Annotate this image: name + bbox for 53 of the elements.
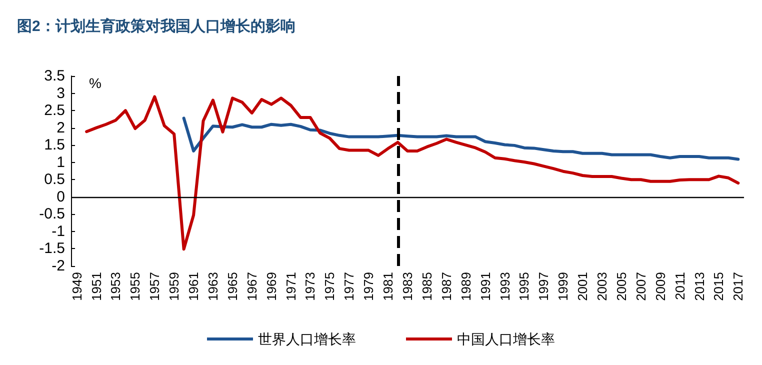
x-tick-label: 1993 bbox=[497, 272, 512, 301]
x-tick-label: 2013 bbox=[692, 272, 707, 301]
x-tick-label: 1975 bbox=[322, 272, 338, 301]
x-tick-label: 1977 bbox=[342, 272, 357, 301]
x-tick-label: 1949 bbox=[69, 272, 84, 301]
x-tick-label: 2011 bbox=[672, 272, 688, 300]
x-tick-label: 1973 bbox=[302, 272, 318, 301]
y-tick-label: 1.5 bbox=[44, 136, 65, 154]
x-tick-label: 2001 bbox=[575, 272, 590, 301]
x-tick-label: 1985 bbox=[419, 272, 434, 301]
legend-label: 中国人口增长率 bbox=[457, 331, 555, 347]
x-tick-label: 1997 bbox=[536, 272, 552, 301]
y-tick-label: -1.5 bbox=[39, 240, 65, 258]
x-tick-label: 1979 bbox=[361, 272, 376, 301]
x-tick-label: 1951 bbox=[88, 272, 104, 301]
y-tick-label: 2 bbox=[56, 119, 65, 136]
y-tick-label: 0.5 bbox=[44, 171, 65, 188]
x-tick-label: 1963 bbox=[205, 272, 220, 301]
y-tick-label: 0 bbox=[56, 188, 65, 206]
x-tick-label: 1967 bbox=[244, 272, 260, 301]
x-tick-label: 1991 bbox=[478, 272, 493, 301]
y-tick-label: 3.5 bbox=[44, 68, 65, 84]
x-tick-label: 1959 bbox=[166, 272, 182, 301]
y-tick-label: 2.5 bbox=[44, 102, 65, 120]
x-tick-label: 1953 bbox=[108, 272, 124, 301]
x-tick-label: 1957 bbox=[147, 272, 162, 301]
x-tick-label: 1981 bbox=[380, 272, 396, 301]
y-tick-label: -1 bbox=[52, 222, 65, 240]
y-axis-title: % bbox=[89, 75, 102, 91]
x-tick-label: 2009 bbox=[652, 272, 668, 301]
x-tick-label: 1995 bbox=[516, 272, 532, 301]
y-tick-label: -2 bbox=[52, 258, 65, 274]
x-tick-label: 2003 bbox=[594, 272, 610, 301]
x-tick-label: 1999 bbox=[556, 272, 571, 301]
x-tick-label: 2007 bbox=[633, 272, 648, 301]
x-tick-label: 1989 bbox=[458, 272, 474, 301]
x-tick-label: 1969 bbox=[264, 272, 279, 301]
y-tick-label: -0.5 bbox=[39, 206, 65, 223]
y-tick-label: 1 bbox=[56, 154, 65, 171]
chart-title: 图2：计划生育政策对我国人口增长的影响 bbox=[17, 17, 296, 35]
y-tick-label: 3 bbox=[56, 84, 65, 102]
x-tick-label: 1961 bbox=[186, 272, 202, 301]
legend-label: 世界人口增长率 bbox=[258, 331, 356, 347]
line-series bbox=[182, 116, 740, 161]
x-tick-label: 1971 bbox=[283, 272, 298, 301]
x-tick-label: 1983 bbox=[400, 272, 415, 301]
x-tick-label: 2017 bbox=[730, 272, 746, 301]
x-tick-label: 1987 bbox=[438, 272, 454, 301]
x-tick-label: 1965 bbox=[224, 272, 240, 301]
x-tick-label: 2005 bbox=[614, 272, 629, 301]
line-series bbox=[85, 95, 740, 251]
x-tick-label: 1955 bbox=[128, 272, 143, 301]
x-tick-label: 2015 bbox=[711, 272, 726, 301]
